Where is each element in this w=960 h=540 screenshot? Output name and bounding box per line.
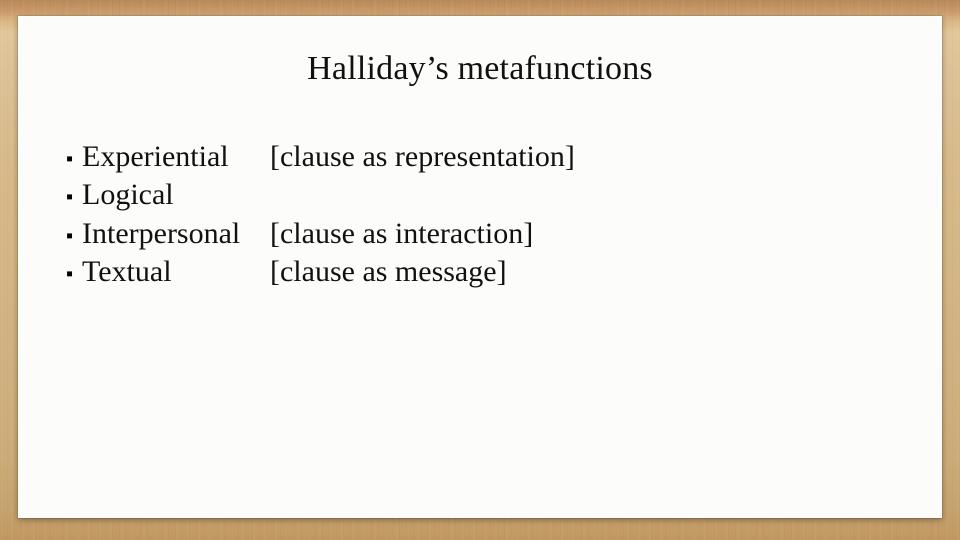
list-item: ▪ Logical bbox=[66, 176, 894, 214]
item-desc: [clause as message] bbox=[270, 253, 507, 291]
item-term: Experiential bbox=[82, 138, 270, 176]
list-item: ▪ Interpersonal [clause as interaction] bbox=[66, 215, 894, 253]
item-term: Logical bbox=[82, 176, 270, 214]
slide-content: ▪ Experiential [clause as representation… bbox=[66, 138, 894, 292]
item-term: Interpersonal bbox=[82, 215, 270, 253]
bullet-icon: ▪ bbox=[66, 262, 82, 288]
item-desc: [clause as interaction] bbox=[270, 215, 533, 253]
item-desc: [clause as representation] bbox=[270, 138, 575, 176]
slide-background: Halliday’s metafunctions ▪ Experiential … bbox=[0, 0, 960, 540]
slide-card: Halliday’s metafunctions ▪ Experiential … bbox=[18, 16, 942, 518]
bullet-icon: ▪ bbox=[66, 147, 82, 173]
list-item: ▪ Textual [clause as message] bbox=[66, 253, 894, 291]
list-item: ▪ Experiential [clause as representation… bbox=[66, 138, 894, 176]
item-term: Textual bbox=[82, 253, 270, 291]
bullet-icon: ▪ bbox=[66, 224, 82, 250]
slide-title: Halliday’s metafunctions bbox=[18, 50, 942, 88]
bullet-icon: ▪ bbox=[66, 185, 82, 211]
